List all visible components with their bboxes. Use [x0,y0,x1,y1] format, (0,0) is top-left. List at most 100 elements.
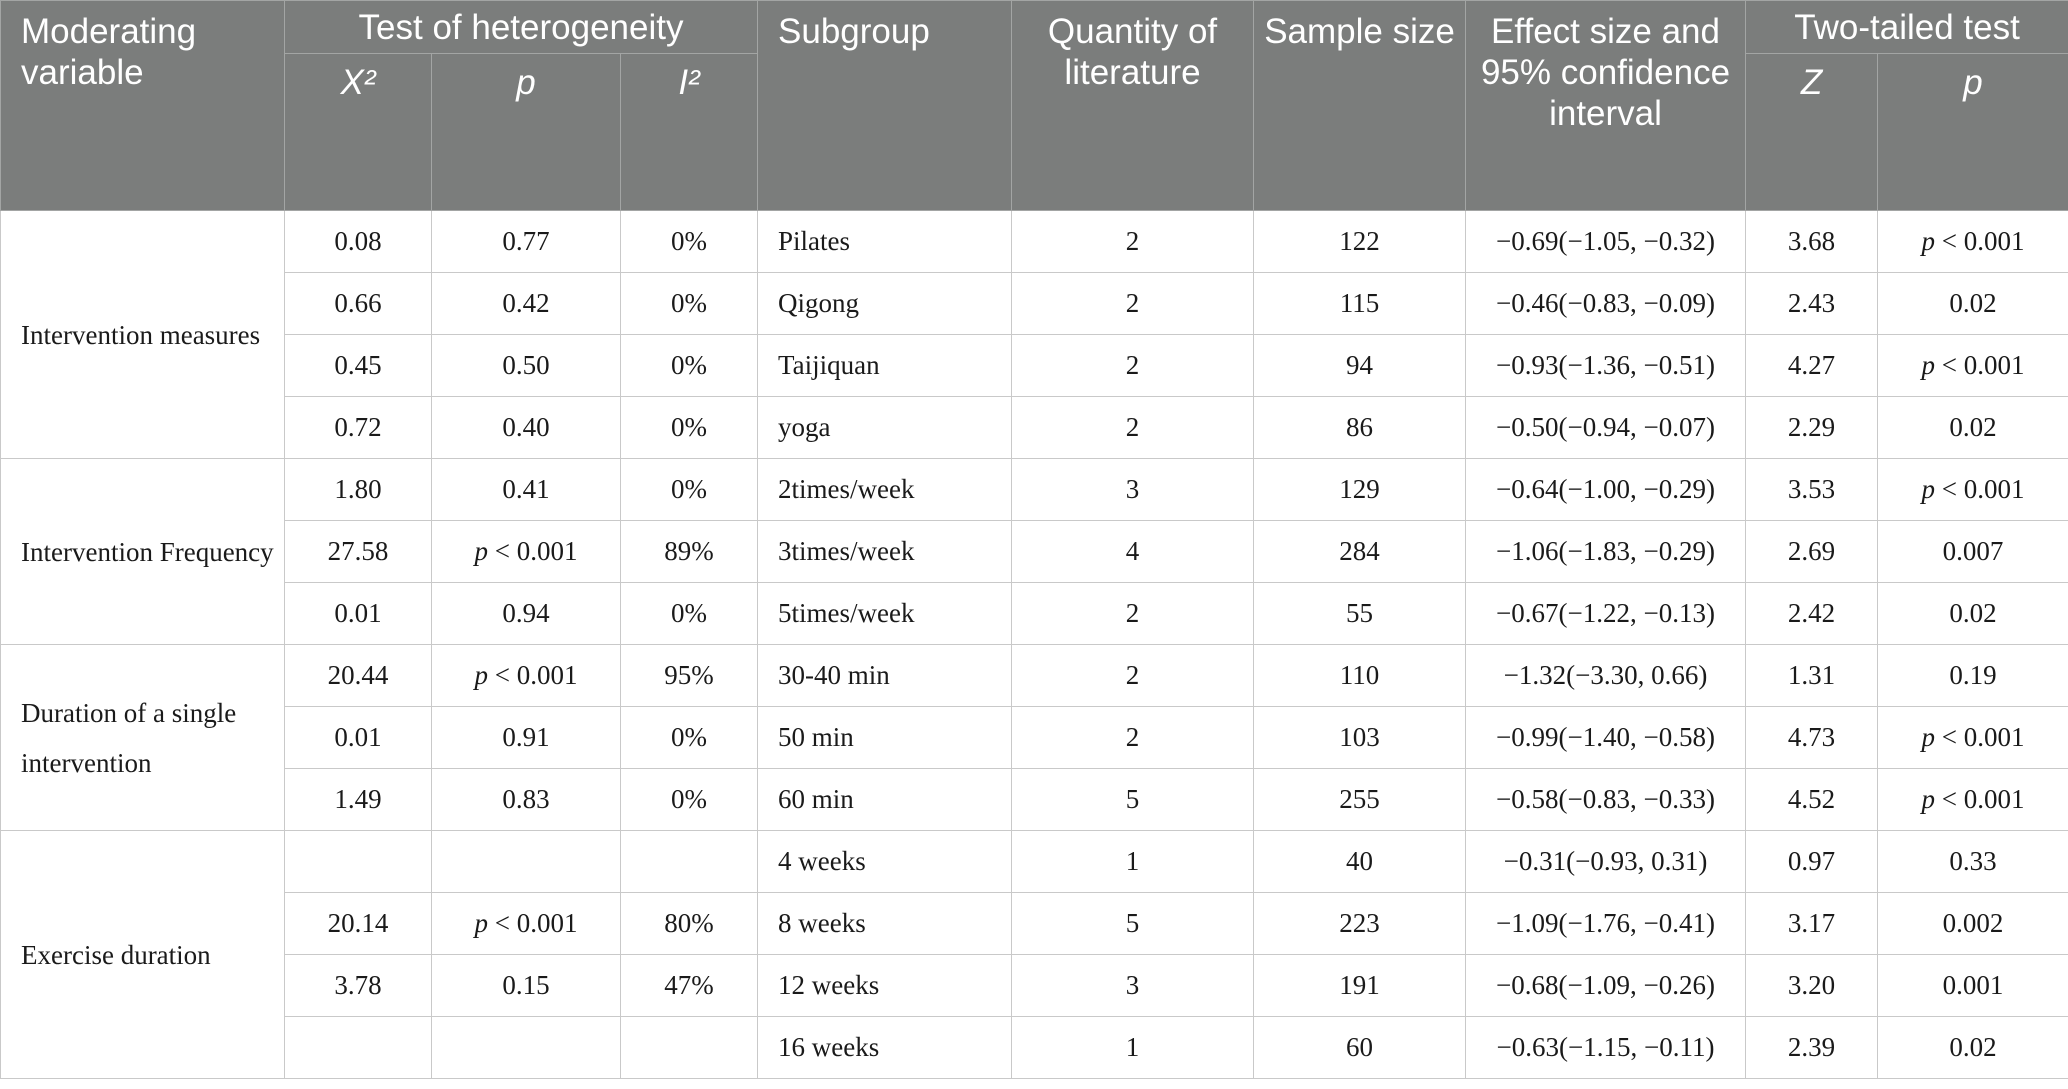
x2-cell: 0.66 [284,272,432,335]
table-header: Moderating variable Test of heterogeneit… [0,0,2068,211]
i2-cell: 0% [619,396,759,459]
sample-size-cell: 94 [1253,334,1467,397]
x2-cell: 27.58 [284,520,432,583]
z-cell: 3.20 [1745,954,1879,1017]
z-cell: 4.27 [1745,334,1879,397]
x2-cell [284,1016,432,1079]
p-two-tailed-cell: 0.02 [1877,582,2068,645]
quantity-cell: 1 [1011,1016,1255,1079]
i2-cell: 95% [619,644,759,707]
p-two-tailed-cell: 0.02 [1877,396,2068,459]
sample-size-cell: 40 [1253,830,1467,893]
p-cell [431,830,621,893]
z-cell: 0.97 [1745,830,1879,893]
sample-size-cell: 284 [1253,520,1467,583]
subgroup-cell: 3times/week [757,520,1013,583]
moderating-variable-cell: Exercise duration [0,830,285,1079]
z-cell: 3.17 [1745,892,1879,955]
subgroup-cell: 50 min [757,706,1013,769]
sample-size-cell: 60 [1253,1016,1467,1079]
effect-size-cell: −0.58(−0.83, −0.33) [1465,768,1747,831]
table-body: Intervention measures 0.08 0.77 0% Pilates 2 1… [0,210,2068,1079]
header-subgroup: Subgroup [757,0,1013,211]
header-p: p [431,53,621,211]
quantity-cell: 4 [1011,520,1255,583]
effect-size-cell: −1.06(−1.83, −0.29) [1465,520,1747,583]
x2-cell: 1.80 [284,458,432,521]
subgroup-cell: 2times/week [757,458,1013,521]
p-cell: 0.40 [431,396,621,459]
table-row: 1.49 0.83 0% 60 min 5 255 −0.58(−0.83, −0.33) 4… [1,768,2068,831]
moderating-variable-cell: Intervention Frequency [0,458,285,645]
p-cell: p < 0.001 [431,892,621,955]
table-row: 0.01 0.94 0% 5times/week 2 55 −0.67(−1.22, −0.… [1,582,2068,645]
table-row: 0.01 0.91 0% 50 min 2 103 −0.99(−1.40, −0.58) 4… [1,706,2068,769]
header-sample-size: Sample size [1253,0,1467,211]
p-two-tailed-cell: 0.02 [1877,1016,2068,1079]
p-cell: 0.77 [431,210,621,273]
p-cell: 0.42 [431,272,621,335]
subgroup-cell: Pilates [757,210,1013,273]
z-cell: 3.53 [1745,458,1879,521]
p-cell: 0.15 [431,954,621,1017]
quantity-cell: 2 [1011,396,1255,459]
effect-size-cell: −0.93(−1.36, −0.51) [1465,334,1747,397]
table-row: 16 weeks 1 60 −0.63(−1.15, −0.11) 2.39 0.02 [1,1016,2068,1079]
table-row: 0.72 0.40 0% yoga 2 86 −0.50(−0.94, −0.07) 2.29… [1,396,2068,459]
table-row: Duration of a single intervention 20.44 p … [0,644,2068,831]
table-row: 27.58 p < 0.001 89% 3times/week 4 284 −1.06(−1… [1,520,2068,583]
i2-cell [619,1016,759,1079]
x2-cell: 1.49 [284,768,432,831]
subgroup-cell: 16 weeks [757,1016,1013,1079]
i2-cell: 89% [619,520,759,583]
z-cell: 2.43 [1745,272,1879,335]
subgroup-cell: 5times/week [757,582,1013,645]
sample-size-cell: 110 [1253,644,1467,707]
table-row: 20.14 p < 0.001 80% 8 weeks 5 223 −1.09(−1.76,… [1,892,2068,955]
effect-size-cell: −0.64(−1.00, −0.29) [1465,458,1747,521]
p-cell: p < 0.001 [431,644,621,707]
effect-size-cell: −0.50(−0.94, −0.07) [1465,396,1747,459]
i2-cell: 47% [619,954,759,1017]
p-two-tailed-cell: p < 0.001 [1877,458,2068,521]
subgroup-cell: 8 weeks [757,892,1013,955]
subgroup-cell: 12 weeks [757,954,1013,1017]
header-i2: I² [619,53,759,211]
quantity-cell: 3 [1011,954,1255,1017]
i2-cell: 0% [619,334,759,397]
header-z: Z [1745,53,1879,211]
table-row: 0.66 0.42 0% Qigong 2 115 −0.46(−0.83, −0.09) 2… [1,272,2068,335]
p-two-tailed-cell: 0.002 [1877,892,2068,955]
x2-cell: 0.01 [284,706,432,769]
table-row: Intervention Frequency 1.80 0.41 0% 2times/w… [0,458,2068,645]
subgroup-cell: yoga [757,396,1013,459]
i2-cell: 0% [619,582,759,645]
sample-size-cell: 129 [1253,458,1467,521]
x2-cell: 20.14 [284,892,432,955]
subgroup-cell: 4 weeks [757,830,1013,893]
p-cell: 0.50 [431,334,621,397]
moderating-variable-cell: Duration of a single intervention [0,644,285,831]
sample-size-cell: 122 [1253,210,1467,273]
sample-size-cell: 223 [1253,892,1467,955]
z-cell: 1.31 [1745,644,1879,707]
i2-cell: 80% [619,892,759,955]
p-two-tailed-cell: p < 0.001 [1877,334,2068,397]
x2-cell: 0.72 [284,396,432,459]
header-x2: X² [284,53,432,211]
sample-size-cell: 55 [1253,582,1467,645]
effect-size-cell: −0.46(−0.83, −0.09) [1465,272,1747,335]
i2-cell: 0% [619,272,759,335]
z-cell: 2.69 [1745,520,1879,583]
x2-cell: 3.78 [284,954,432,1017]
p-cell: 0.41 [431,458,621,521]
x2-cell: 20.44 [284,644,432,707]
quantity-cell: 2 [1011,334,1255,397]
z-cell: 2.29 [1745,396,1879,459]
i2-cell: 0% [619,458,759,521]
subgroup-cell: 30-40 min [757,644,1013,707]
effect-size-cell: −0.63(−1.15, −0.11) [1465,1016,1747,1079]
subgroup-cell: Qigong [757,272,1013,335]
table-row: Intervention measures 0.08 0.77 0% Pilates 2 1… [0,210,2068,459]
